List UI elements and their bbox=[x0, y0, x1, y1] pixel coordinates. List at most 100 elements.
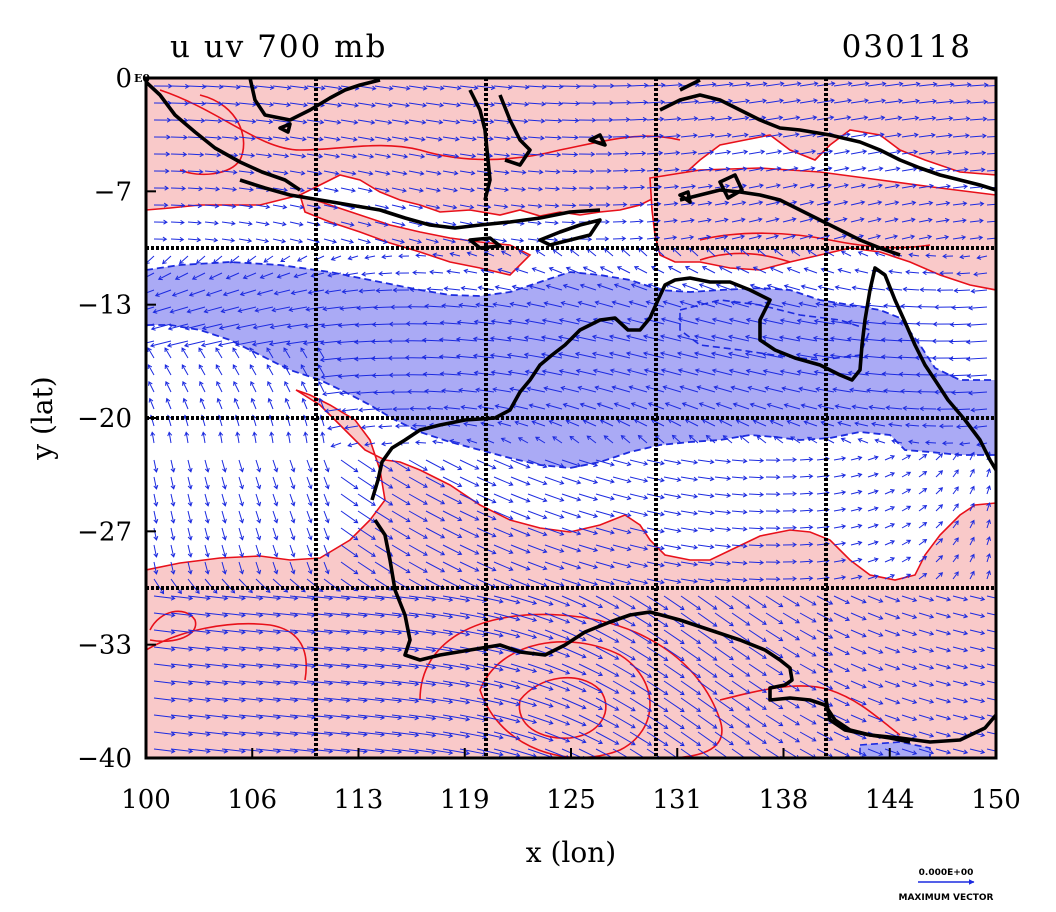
wind-vector bbox=[195, 255, 206, 264]
wind-vector bbox=[769, 266, 784, 274]
wind-vector bbox=[242, 272, 257, 280]
wind-vector bbox=[204, 527, 210, 541]
wind-vector bbox=[374, 493, 394, 506]
wind-vector bbox=[935, 663, 952, 670]
wind-vector bbox=[629, 748, 646, 758]
wind-vector bbox=[603, 435, 614, 444]
wind-vector bbox=[283, 364, 291, 376]
wind-vector bbox=[714, 612, 734, 627]
wind-vector bbox=[493, 561, 514, 572]
wind-vector bbox=[255, 459, 262, 473]
wind-vector bbox=[391, 238, 406, 244]
wind-vector bbox=[867, 506, 879, 512]
wind-vector bbox=[663, 629, 685, 645]
wind-vector bbox=[881, 320, 903, 326]
wind-vector bbox=[578, 748, 602, 758]
wind-vector bbox=[935, 697, 952, 704]
wind-vector bbox=[374, 663, 403, 670]
wind-vector bbox=[663, 544, 682, 551]
wind-vector bbox=[250, 397, 257, 410]
wind-vector bbox=[408, 731, 437, 738]
wind-vector bbox=[425, 187, 441, 193]
wind-vector bbox=[629, 731, 653, 746]
wind-vector bbox=[544, 186, 561, 192]
wind-vector bbox=[442, 680, 471, 688]
wind-vector bbox=[289, 153, 307, 159]
wind-vector bbox=[391, 629, 420, 636]
wind-vector bbox=[463, 421, 478, 427]
wind-vector bbox=[596, 402, 614, 410]
wind-vector bbox=[449, 438, 461, 444]
wind-vector bbox=[442, 663, 471, 671]
wind-vector bbox=[561, 220, 576, 226]
wind-vector bbox=[306, 493, 313, 507]
wind-vector bbox=[527, 561, 548, 571]
wind-vector bbox=[626, 368, 648, 376]
wind-vector bbox=[540, 335, 563, 342]
positive-region-java bbox=[298, 193, 532, 276]
wind-vector bbox=[153, 697, 176, 703]
wind-vector bbox=[527, 101, 547, 107]
wind-vector bbox=[459, 153, 477, 159]
wind-vector bbox=[147, 347, 155, 359]
x-tick-label: 144 bbox=[865, 785, 915, 815]
wind-vector bbox=[408, 595, 437, 602]
wind-vector bbox=[693, 351, 716, 359]
wind-vector bbox=[919, 406, 937, 412]
wind-vector bbox=[850, 629, 867, 638]
wind-vector bbox=[391, 153, 409, 159]
wind-vector bbox=[187, 680, 211, 686]
wind-vector bbox=[459, 544, 480, 555]
wind-vector bbox=[799, 558, 814, 564]
wind-vector bbox=[949, 322, 971, 328]
wind-vector bbox=[609, 368, 631, 376]
wind-vector bbox=[625, 334, 648, 342]
wind-vector bbox=[510, 561, 531, 571]
wind-vector bbox=[976, 255, 988, 260]
wind-vector bbox=[272, 459, 279, 473]
wind-vector bbox=[986, 220, 996, 223]
wind-vector bbox=[557, 352, 580, 359]
wind-vector bbox=[969, 680, 986, 687]
wind-vector bbox=[251, 340, 274, 347]
wind-vector bbox=[187, 561, 193, 575]
wind-vector bbox=[578, 544, 599, 553]
wind-vector bbox=[545, 284, 563, 291]
wind-vector bbox=[340, 170, 357, 176]
wind-vector bbox=[722, 435, 733, 444]
wind-vector bbox=[697, 561, 715, 567]
wind-vector bbox=[832, 387, 852, 393]
wind-vector bbox=[459, 527, 480, 538]
wind-vector bbox=[714, 577, 732, 583]
y-tick-label: −33 bbox=[77, 631, 132, 661]
wind-vector bbox=[340, 561, 359, 575]
wind-vector bbox=[761, 335, 784, 342]
wind-vector bbox=[391, 714, 420, 721]
wind-vector bbox=[799, 575, 814, 581]
wind-vector bbox=[327, 272, 342, 278]
wind-vector bbox=[341, 289, 359, 294]
wind-vector bbox=[867, 234, 882, 240]
wind-vector bbox=[850, 455, 863, 461]
wind-vector bbox=[629, 527, 649, 534]
wind-vector bbox=[255, 136, 273, 142]
wind-vector bbox=[374, 170, 391, 176]
wind-vector bbox=[680, 629, 702, 645]
wind-vector bbox=[965, 339, 988, 345]
wind-vector bbox=[408, 544, 428, 556]
wind-vector bbox=[459, 459, 480, 470]
wind-vector bbox=[697, 612, 718, 627]
wind-vector bbox=[425, 170, 442, 176]
wind-vector bbox=[184, 431, 190, 444]
wind-vector bbox=[917, 389, 937, 395]
wind-vector bbox=[395, 270, 410, 276]
wind-vector bbox=[840, 437, 852, 444]
wind-vector bbox=[225, 272, 240, 280]
wind-vector bbox=[187, 646, 211, 652]
wind-vector bbox=[748, 458, 765, 464]
wind-vector bbox=[323, 170, 340, 176]
positive-region-newguinea bbox=[649, 167, 996, 291]
wind-vector bbox=[565, 266, 580, 274]
wind-vector bbox=[867, 115, 886, 121]
wind-vector bbox=[233, 397, 240, 410]
